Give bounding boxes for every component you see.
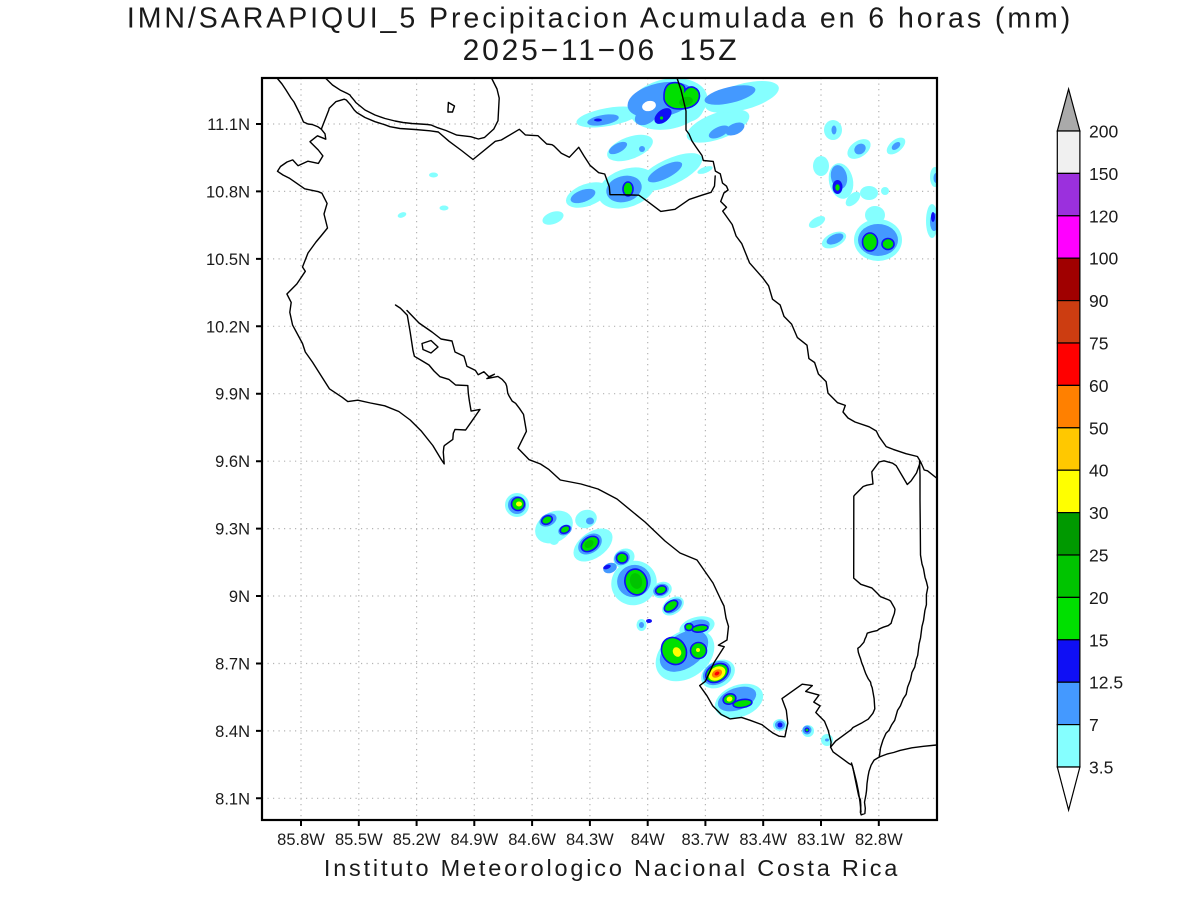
svg-text:7: 7 <box>1089 715 1099 735</box>
svg-text:90: 90 <box>1089 291 1109 311</box>
svg-text:85.8W: 85.8W <box>277 831 325 849</box>
svg-text:84W: 84W <box>631 831 665 849</box>
svg-text:83.1W: 83.1W <box>797 831 845 849</box>
svg-text:85.5W: 85.5W <box>335 831 383 849</box>
svg-text:84.6W: 84.6W <box>508 831 556 849</box>
svg-text:120: 120 <box>1089 206 1118 226</box>
svg-text:9.3N: 9.3N <box>215 521 250 539</box>
svg-text:8.4N: 8.4N <box>215 723 250 741</box>
svg-text:11.1N: 11.1N <box>207 116 250 134</box>
svg-text:Instituto Meteorologico Nacion: Instituto Meteorologico Nacional Costa R… <box>324 855 900 881</box>
svg-text:25: 25 <box>1089 546 1108 566</box>
svg-text:9N: 9N <box>229 588 250 606</box>
svg-text:3.5: 3.5 <box>1089 758 1113 778</box>
svg-text:12.5: 12.5 <box>1089 673 1123 693</box>
svg-text:10.8N: 10.8N <box>206 183 250 201</box>
svg-text:8.1N: 8.1N <box>215 790 250 808</box>
svg-text:75: 75 <box>1089 334 1108 354</box>
svg-text:40: 40 <box>1089 461 1109 481</box>
svg-text:84.3W: 84.3W <box>566 831 614 849</box>
svg-text:100: 100 <box>1089 249 1118 269</box>
svg-text:15: 15 <box>1089 630 1108 650</box>
svg-text:10.5N: 10.5N <box>206 251 250 269</box>
svg-text:60: 60 <box>1089 376 1109 396</box>
svg-text:9.6N: 9.6N <box>215 453 250 471</box>
svg-text:IMN/SARAPIQUI_5 Precipitacion: IMN/SARAPIQUI_5 Precipitacion Acumulada … <box>127 3 1073 35</box>
svg-text:85.2W: 85.2W <box>393 831 441 849</box>
svg-text:84.9W: 84.9W <box>450 831 498 849</box>
svg-text:2025−11−06 15Z: 2025−11−06 15Z <box>463 34 740 67</box>
svg-text:82.8W: 82.8W <box>855 831 903 849</box>
svg-text:20: 20 <box>1089 588 1109 608</box>
svg-text:10.2N: 10.2N <box>206 318 250 336</box>
svg-text:30: 30 <box>1089 503 1109 523</box>
svg-text:8.7N: 8.7N <box>215 656 250 674</box>
svg-text:200: 200 <box>1089 122 1118 142</box>
svg-text:50: 50 <box>1089 418 1109 438</box>
svg-text:83.7W: 83.7W <box>682 831 730 849</box>
svg-text:9.9N: 9.9N <box>215 386 250 404</box>
svg-text:83.4W: 83.4W <box>739 831 787 849</box>
svg-text:150: 150 <box>1089 164 1118 184</box>
